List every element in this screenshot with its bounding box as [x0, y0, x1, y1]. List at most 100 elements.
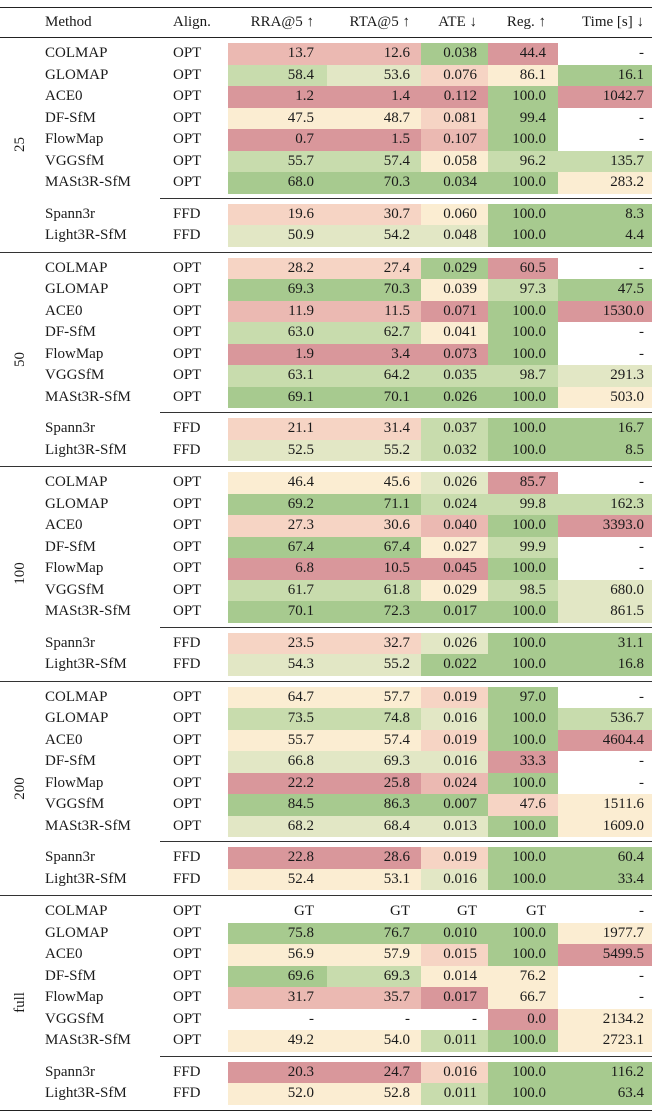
reg-cell: 97.3: [488, 279, 558, 301]
group-label-text: 25: [11, 137, 28, 153]
method-cell: VGGSfM: [45, 367, 105, 384]
reg-cell: 100.0: [488, 343, 558, 365]
table-row: COLMAP OPT GT GT GT GT -: [0, 901, 652, 923]
ate-cell: 0.032: [421, 439, 488, 461]
align-cell: OPT: [173, 517, 202, 534]
rra-cell: 69.6: [228, 965, 327, 987]
ate-cell: 0.016: [421, 708, 488, 730]
align-cell: OPT: [173, 1010, 202, 1027]
header-reg: Reg. ↑: [506, 14, 546, 30]
rra-cell: 68.0: [228, 172, 327, 194]
time-cell: 503.0: [558, 386, 652, 408]
reg-cell: 100.0: [488, 1061, 558, 1083]
table-row: GLOMAP OPT 69.3 70.3 0.039 97.3 47.5: [0, 279, 652, 301]
reg-cell: GT: [526, 903, 546, 920]
rra-cell: 13.7: [228, 43, 327, 65]
method-cell: ACE0: [45, 731, 83, 748]
table-row: GLOMAP OPT 69.2 71.1 0.024 99.8 162.3: [0, 493, 652, 515]
ffd-separator: [0, 1052, 652, 1062]
table-row: GLOMAP OPT 75.8 76.7 0.010 100.0 1977.7: [0, 922, 652, 944]
reg-cell: 47.6: [488, 794, 558, 816]
reg-cell: 100.0: [488, 1030, 558, 1052]
align-cell: OPT: [173, 581, 202, 598]
ate-cell: 0.045: [421, 558, 488, 580]
ate-cell: 0.017: [421, 601, 488, 623]
rta-cell: 30.6: [327, 515, 421, 537]
align-cell: OPT: [173, 345, 202, 362]
rra-cell: 75.8: [228, 922, 327, 944]
align-cell: FFD: [173, 634, 201, 651]
rta-cell: 1.4: [327, 86, 421, 108]
method-cell: DF-SfM: [45, 538, 96, 555]
rra-cell: 69.2: [228, 493, 327, 515]
align-cell: OPT: [173, 710, 202, 727]
table-row: ACE0 OPT 11.9 11.5 0.071 100.0 1530.0: [0, 300, 652, 322]
reg-cell: 0.0: [488, 1008, 558, 1030]
time-cell: -: [639, 688, 644, 705]
table-header: Method Align. RRA@5 ↑ RTA@5 ↑ ATE ↓ Reg.…: [0, 8, 652, 38]
method-cell: FlowMap: [45, 131, 104, 148]
table-row: VGGSfM OPT 63.1 64.2 0.035 98.7 291.3: [0, 365, 652, 387]
reg-cell: 100.0: [488, 172, 558, 194]
table-row: VGGSfM OPT - - -0.0 2134.2: [0, 1008, 652, 1030]
ate-cell: 0.017: [421, 987, 488, 1009]
rra-cell: 55.7: [228, 729, 327, 751]
header-rra: RRA@5 ↑: [250, 14, 314, 30]
time-cell: 33.4: [558, 868, 652, 890]
table-row: Light3R-SfM FFD 52.0 52.8 0.011 100.0 63.4: [0, 1083, 652, 1105]
method-cell: MASt3R-SfM: [45, 174, 131, 191]
method-cell: MASt3R-SfM: [45, 603, 131, 620]
ate-cell: 0.058: [421, 150, 488, 172]
rta-cell: 57.7: [327, 686, 421, 708]
reg-cell: 100.0: [488, 300, 558, 322]
rra-cell: 73.5: [228, 708, 327, 730]
ate-cell: 0.022: [421, 654, 488, 676]
align-cell: FFD: [173, 870, 201, 887]
ate-cell: 0.107: [421, 129, 488, 151]
rta-cell: 55.2: [327, 654, 421, 676]
rra-cell: 69.1: [228, 386, 327, 408]
ate-cell: 0.041: [421, 322, 488, 344]
align-cell: OPT: [173, 603, 202, 620]
table-row: DF-SfM OPT 66.8 69.3 0.016 33.3 -: [0, 751, 652, 773]
align-cell: OPT: [173, 731, 202, 748]
time-cell: 1511.6: [558, 794, 652, 816]
ate-cell: 0.016: [421, 751, 488, 773]
rra-cell: 67.4: [228, 536, 327, 558]
rra-cell: 1.9: [228, 343, 327, 365]
rra-cell: 50.9: [228, 225, 327, 247]
rta-cell: 35.7: [327, 987, 421, 1009]
time-cell: 2723.1: [558, 1030, 652, 1052]
reg-cell: 100.0: [488, 868, 558, 890]
rta-cell: 62.7: [327, 322, 421, 344]
rta-cell: 57.9: [327, 944, 421, 966]
method-cell: COLMAP: [45, 903, 108, 920]
rta-cell: 11.5: [327, 300, 421, 322]
method-cell: COLMAP: [45, 474, 108, 491]
ate-cell: 0.038: [421, 43, 488, 65]
time-cell: -: [639, 774, 644, 791]
method-cell: Light3R-SfM: [45, 1085, 127, 1102]
ate-cell: 0.015: [421, 944, 488, 966]
ffd-separator: [0, 837, 652, 847]
rra-cell: 22.8: [228, 847, 327, 869]
time-cell: -: [639, 131, 644, 148]
group-label-text: 100: [11, 562, 28, 586]
align-cell: OPT: [173, 774, 202, 791]
ate-cell: 0.081: [421, 107, 488, 129]
time-cell: 2134.2: [558, 1008, 652, 1030]
rra-cell: 55.7: [228, 150, 327, 172]
rra-cell: 52.4: [228, 868, 327, 890]
table-row: COLMAP OPT 28.2 27.4 0.029 60.5 -: [0, 257, 652, 279]
reg-cell: 100.0: [488, 632, 558, 654]
rta-cell: 25.8: [327, 772, 421, 794]
rta-cell: 1.5: [327, 129, 421, 151]
align-cell: OPT: [173, 753, 202, 770]
time-cell: 16.1: [558, 64, 652, 86]
rra-cell: 68.2: [228, 815, 327, 837]
reg-cell: 100.0: [488, 772, 558, 794]
ate-cell: 0.035: [421, 365, 488, 387]
reg-cell: 96.2: [488, 150, 558, 172]
table-row: Light3R-SfM FFD 52.5 55.2 0.032 100.0 8.5: [0, 439, 652, 461]
table-row: MASt3R-SfM OPT 49.2 54.0 0.011 100.0 2723.1: [0, 1030, 652, 1052]
